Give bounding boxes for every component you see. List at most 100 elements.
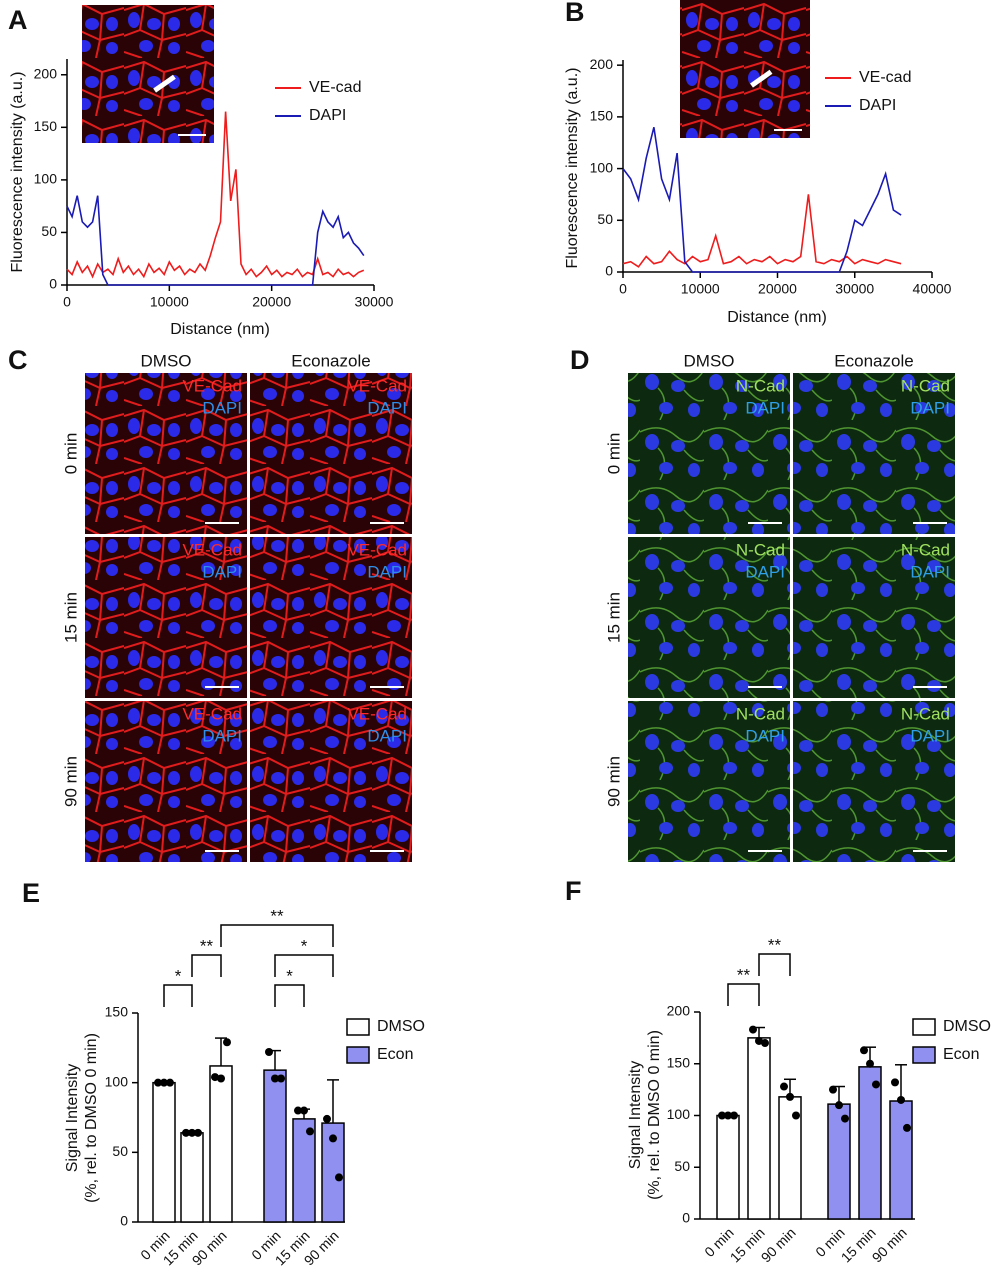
x-axis-label: Distance (nm): [170, 321, 270, 338]
data-point: [217, 1074, 225, 1083]
significance-bracket: [274, 954, 334, 977]
y-tick-label: 150: [667, 1054, 691, 1070]
x-tick-label: 40000: [913, 281, 952, 297]
legend-label: DMSO: [943, 1018, 991, 1035]
profile-line: [622, 194, 902, 268]
data-point: [903, 1123, 911, 1132]
y-tick-label: 100: [105, 1073, 129, 1089]
y-tick-label: 50: [112, 1143, 128, 1159]
micrograph: [85, 701, 247, 862]
micrograph: [85, 537, 247, 698]
column-header: Econazole: [834, 351, 913, 370]
data-point: [835, 1101, 843, 1110]
data-point: [718, 1111, 726, 1120]
significance-label: **: [270, 906, 284, 925]
bar: [209, 1065, 233, 1223]
row-label: 0 min: [61, 433, 80, 475]
data-point: [829, 1085, 837, 1094]
micrograph: [85, 373, 247, 534]
channel-label: N-Cad: [901, 704, 950, 723]
legend-swatch: [346, 1018, 370, 1036]
x-axis-label: Distance (nm): [727, 309, 827, 326]
panel-letter: F: [565, 876, 582, 906]
x-tick-label: 10000: [681, 281, 720, 297]
row-label: 0 min: [604, 433, 623, 475]
column-header: DMSO: [684, 351, 735, 370]
data-point: [872, 1080, 880, 1089]
bar: [716, 1114, 740, 1220]
y-tick-label: 200: [34, 65, 58, 81]
data-point: [755, 1036, 763, 1045]
row-label: 90 min: [604, 756, 623, 807]
channel-label: VE-Cad: [347, 704, 407, 723]
micrograph: [628, 537, 790, 698]
data-point: [860, 1046, 868, 1055]
channel-label: DAPI: [202, 398, 242, 417]
channel-label: DAPI: [367, 562, 407, 581]
channel-label: DAPI: [910, 726, 950, 745]
column-header: DMSO: [141, 351, 192, 370]
inset-image: [82, 5, 214, 143]
data-point: [277, 1074, 285, 1083]
data-point: [300, 1106, 308, 1115]
y-tick-label: 100: [590, 159, 614, 175]
channel-label: DAPI: [745, 562, 785, 581]
legend-label: VE-cad: [309, 79, 361, 96]
y-tick-label: 100: [667, 1106, 691, 1122]
channel-label: VE-Cad: [347, 540, 407, 559]
channel-label: DAPI: [367, 726, 407, 745]
micrograph: [250, 701, 412, 862]
data-point: [786, 1092, 794, 1101]
channel-label: DAPI: [745, 398, 785, 417]
data-point: [891, 1078, 899, 1087]
y-tick-label: 0: [120, 1213, 128, 1229]
significance-bracket: [191, 954, 222, 977]
legend-label: DAPI: [309, 107, 346, 124]
profile-marker: [750, 69, 773, 88]
data-point: [160, 1078, 168, 1087]
y-tick-label: 150: [34, 118, 58, 134]
data-point: [730, 1111, 738, 1120]
legend-swatch: [346, 1046, 370, 1064]
y-tick-label: 0: [605, 263, 613, 279]
x-tick-label: 30000: [835, 281, 874, 297]
micrograph: [793, 373, 955, 534]
channel-label: VE-Cad: [182, 540, 242, 559]
profile-marker: [153, 74, 176, 93]
data-point: [211, 1073, 219, 1082]
column-header: Econazole: [291, 351, 370, 370]
data-point: [841, 1114, 849, 1123]
micrograph: [793, 537, 955, 698]
y-tick-label: 0: [682, 1210, 690, 1226]
data-point: [182, 1128, 190, 1137]
data-point: [265, 1048, 273, 1057]
data-point: [866, 1059, 874, 1068]
data-point: [154, 1078, 162, 1087]
x-tick-label: 0: [619, 281, 627, 297]
data-point: [329, 1134, 337, 1143]
micrograph: [250, 373, 412, 534]
channel-label: VE-Cad: [347, 376, 407, 395]
row-label: 15 min: [604, 592, 623, 643]
significance-label: *: [301, 936, 308, 955]
channel-label: N-Cad: [736, 376, 785, 395]
channel-label: VE-Cad: [182, 704, 242, 723]
significance-bracket: [163, 984, 193, 1007]
x-tick-label: 0: [63, 294, 71, 310]
y-tick-label: 50: [41, 223, 57, 239]
y-tick-label: 50: [674, 1158, 690, 1174]
y-axis-label: Fluorescence intensity (a.u.): [564, 68, 581, 269]
data-point: [780, 1082, 788, 1091]
legend-label: Econ: [943, 1046, 979, 1063]
bar: [858, 1066, 882, 1220]
data-point: [166, 1078, 174, 1087]
micrograph: [250, 537, 412, 698]
error-bar: [215, 1037, 227, 1066]
y-tick-label: 100: [34, 171, 58, 187]
channel-label: DAPI: [910, 562, 950, 581]
significance-bracket: [220, 924, 334, 947]
error-bar: [327, 1079, 339, 1124]
panel-letter: E: [22, 878, 40, 908]
significance-label: **: [768, 935, 782, 954]
